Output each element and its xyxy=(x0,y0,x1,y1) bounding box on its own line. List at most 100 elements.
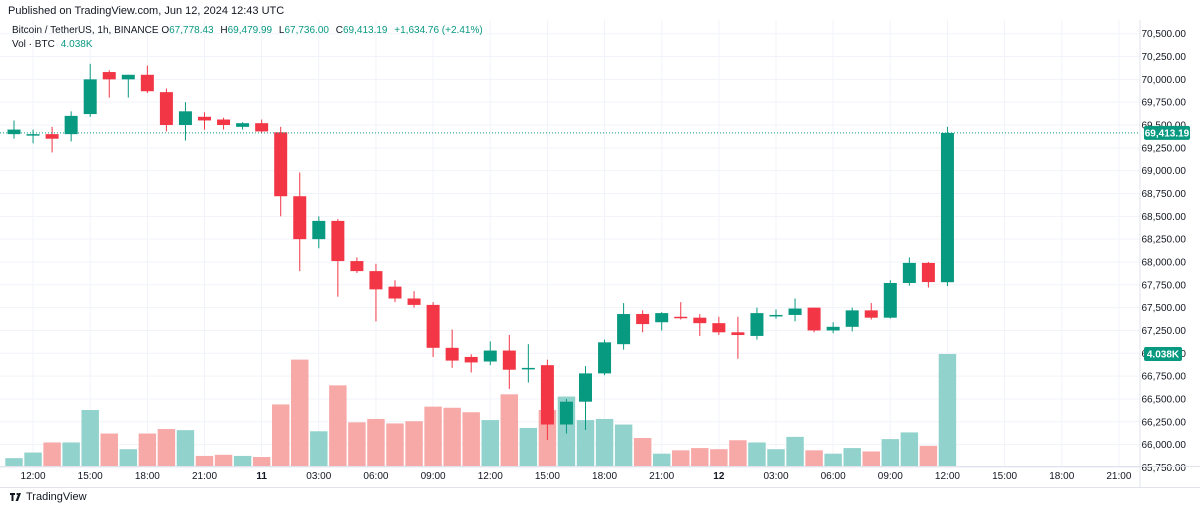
volume-bar xyxy=(291,359,309,466)
candle-body xyxy=(483,350,497,362)
volume-bar xyxy=(786,436,804,466)
candle-body xyxy=(445,347,459,361)
price-tick-label: 69,250.00 xyxy=(1142,143,1187,154)
brand-label: TradingView xyxy=(26,491,87,503)
price-axis: 65,750.00 66,000.00 66,250.00 66,500.00 66,7… xyxy=(1139,20,1187,487)
volume-bar xyxy=(672,450,690,466)
price-tick-label: 65,750.00 xyxy=(1142,463,1187,474)
volume-bar xyxy=(81,410,99,466)
candle xyxy=(769,309,783,319)
time-tick-label: 03:00 xyxy=(306,471,331,482)
time-tick-label: 12:00 xyxy=(21,471,46,482)
volume-bar xyxy=(424,406,442,466)
price-tick-label: 66,000.00 xyxy=(1142,440,1187,451)
time-tick-label: 12 xyxy=(713,471,725,482)
candlesticks xyxy=(7,63,954,441)
candle xyxy=(464,354,478,373)
price-tick-label: 66,750.00 xyxy=(1142,372,1187,383)
candle xyxy=(693,314,707,336)
candle-body xyxy=(217,119,231,126)
candle-body xyxy=(826,326,840,331)
candle-body xyxy=(521,367,535,370)
candle xyxy=(712,316,726,336)
volume-value: 4.038K xyxy=(60,39,93,50)
ohlc-line: Bitcoin / TetherUS, 1h, BINANCE O67,778.… xyxy=(12,24,487,38)
volume-tag xyxy=(1144,347,1182,361)
candle xyxy=(426,302,440,357)
time-tick-label: 12:00 xyxy=(478,471,503,482)
candle-body xyxy=(502,350,516,370)
published-header: Published on TradingView.com, Jun 12, 20… xyxy=(8,5,285,17)
time-tick-label: 18:00 xyxy=(592,471,617,482)
candle xyxy=(217,117,231,130)
high-key: H xyxy=(220,25,228,36)
volume-bar xyxy=(119,449,138,466)
volume-bar xyxy=(24,452,42,466)
candle-body xyxy=(579,373,592,402)
price-tick-label: 67,750.00 xyxy=(1142,280,1187,291)
volume-bar xyxy=(43,442,61,466)
candle xyxy=(826,322,840,334)
price-tick-label: 68,750.00 xyxy=(1142,189,1187,200)
candle-body xyxy=(26,134,40,136)
candle xyxy=(502,335,516,389)
volume-bar xyxy=(348,422,366,466)
candle xyxy=(521,344,535,383)
tradingview-logo-icon xyxy=(10,493,21,501)
volume-bar xyxy=(195,455,214,466)
volume-bar xyxy=(938,354,957,466)
volume-label: Vol · BTC xyxy=(12,39,55,50)
volume-bar xyxy=(462,412,480,466)
volume-bar xyxy=(367,418,385,466)
candle xyxy=(7,120,21,139)
candle-body xyxy=(178,111,192,126)
price-tick-label: 70,250.00 xyxy=(1142,52,1187,63)
candle-body xyxy=(559,401,573,425)
close-value: 69,413.19 xyxy=(342,25,388,36)
volume-bar xyxy=(881,439,900,466)
volume-bar xyxy=(214,454,233,466)
candle xyxy=(331,219,345,297)
volume-bar xyxy=(62,442,80,466)
candle-body xyxy=(293,196,307,240)
price-tick-label: 69,750.00 xyxy=(1142,98,1187,109)
candle xyxy=(902,257,916,286)
volume-bar xyxy=(500,394,519,466)
candle-body xyxy=(788,308,802,315)
candle xyxy=(845,307,859,332)
candle-body xyxy=(750,313,764,336)
candle-body xyxy=(655,313,669,323)
volume-bar xyxy=(900,432,919,466)
volume-bar xyxy=(271,404,290,466)
volume-bar xyxy=(176,430,195,466)
candle-body xyxy=(883,282,897,318)
candle xyxy=(617,303,631,350)
candle-body xyxy=(636,314,650,325)
volume-bar xyxy=(652,453,671,466)
candle xyxy=(388,280,402,303)
volume-bar xyxy=(405,421,423,466)
volume-bar xyxy=(729,440,747,466)
candle-body xyxy=(769,314,783,317)
candle xyxy=(807,307,821,333)
price-tick-label: 70,000.00 xyxy=(1142,75,1187,86)
volume-bar xyxy=(843,448,861,466)
chart-legend: Bitcoin / TetherUS, 1h, BINANCE O67,778.… xyxy=(12,24,487,52)
volume-legend: Vol · BTC 4.038K xyxy=(12,38,487,52)
volume-bar xyxy=(481,420,499,466)
volume-bar xyxy=(443,407,461,466)
candle xyxy=(559,398,573,434)
time-tick-label: 11 xyxy=(256,471,267,482)
time-tick-label: 09:00 xyxy=(878,471,903,482)
tradingview-brand[interactable]: TradingView xyxy=(10,491,87,503)
volume-bar xyxy=(805,450,823,466)
candle-body xyxy=(350,261,364,272)
candle-body xyxy=(464,356,478,363)
price-tick-label: 68,000.00 xyxy=(1142,257,1187,268)
candle-body xyxy=(940,132,954,283)
candle-body xyxy=(102,72,116,80)
candle xyxy=(788,298,802,322)
candle-body xyxy=(255,123,269,132)
volume-bar xyxy=(824,453,842,466)
